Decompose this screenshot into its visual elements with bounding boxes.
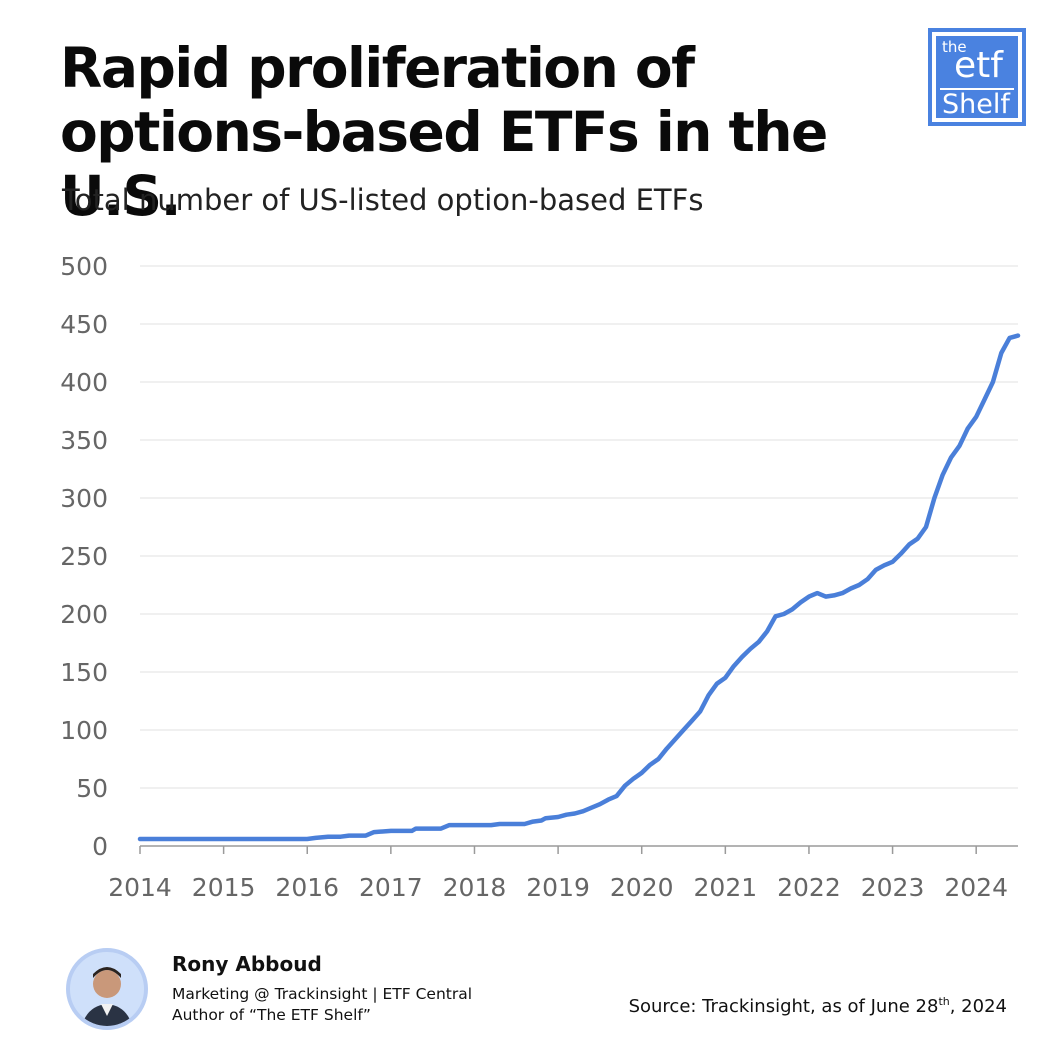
x-tick-label: 2023 [861,873,925,902]
author-book: Author of “The ETF Shelf” [172,1006,371,1024]
y-tick-label: 50 [76,774,108,803]
author-avatar [66,948,148,1030]
y-tick-label: 200 [60,600,108,629]
x-tick-label: 2018 [443,873,507,902]
line-chart: 0 50 100 150 200 250 300 350 400 450 500 2014 2015 20… [60,252,1021,902]
y-tick-label: 400 [60,368,108,397]
y-tick-label: 350 [60,426,108,455]
source-superscript: th [938,995,950,1008]
y-tick-label: 500 [60,252,108,281]
logo-text-the: the [942,38,967,56]
x-tick-label: 2021 [694,873,758,902]
source-suffix: , 2024 [949,996,1007,1017]
chart-title: Rapid proliferation of options-based ETF… [60,36,940,228]
author-name: Rony Abboud [172,952,322,976]
x-tick-label: 2024 [944,873,1008,902]
series-line [137,333,1021,842]
logo-text-etf: etf [954,45,1003,86]
person-icon [81,967,133,1026]
y-tick-label: 450 [60,310,108,339]
title-line-2: options-based ETFs in the U.S. [60,100,828,228]
x-tick-label: 2016 [275,873,339,902]
x-tick-label: 2019 [526,873,590,902]
x-tick-label: 2017 [359,873,423,902]
y-tick-label: 150 [60,658,108,687]
source-prefix: Source: Trackinsight, as of June 28 [628,996,939,1017]
x-tick-label: 2015 [192,873,256,902]
y-tick-label: 0 [92,832,108,861]
x-tick-label: 2022 [777,873,841,902]
title-line-1: Rapid proliferation of [60,36,695,100]
etf-shelf-logo: the etf Shelf [928,28,1026,126]
author-role: Marketing @ Trackinsight | ETF Central [172,985,473,1003]
y-tick-label: 250 [60,542,108,571]
logo-divider [940,88,1014,90]
y-tick-label: 300 [60,484,108,513]
chart-subtitle: Total number of US-listed option-based E… [62,183,704,217]
logo-badge: the etf Shelf [936,36,1018,120]
x-tick-label: 2020 [610,873,674,902]
x-tick-label: 2014 [108,873,172,902]
y-tick-label: 100 [60,716,108,745]
source-note: Source: Trackinsight, as of June 28th, 2… [629,995,1007,1017]
logo-text-shelf: Shelf [942,89,1010,120]
